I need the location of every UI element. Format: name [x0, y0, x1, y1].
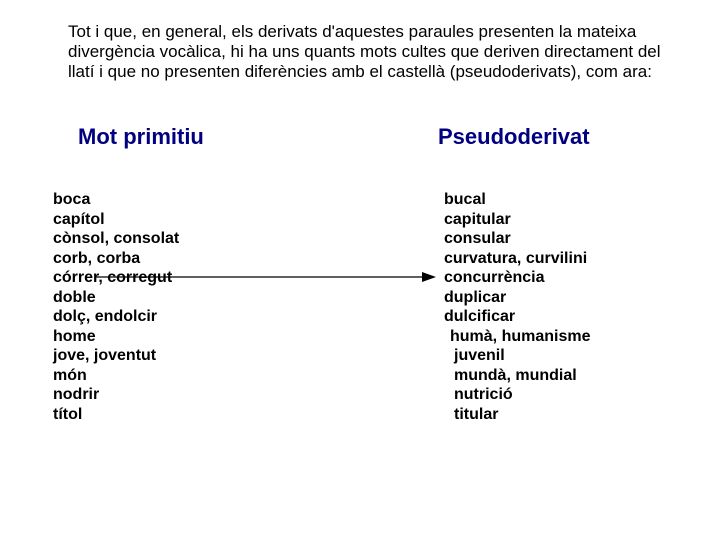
right-column: Pseudoderivat bucalcapitularconsularcurv… — [438, 124, 680, 424]
left-item: doble — [53, 288, 438, 308]
right-item: duplicar — [438, 288, 680, 308]
right-item: mundà, mundial — [438, 366, 680, 386]
left-item: home — [53, 327, 438, 347]
right-item: capitular — [438, 210, 680, 230]
left-item: jove, joventut — [53, 346, 438, 366]
right-item: humà, humanisme — [438, 327, 680, 347]
right-item: titular — [438, 405, 680, 425]
right-item: concurrència — [438, 268, 680, 288]
left-header: Mot primitiu — [78, 124, 438, 150]
right-item: bucal — [438, 190, 680, 210]
left-item: títol — [53, 405, 438, 425]
intro-paragraph: Tot i que, en general, els derivats d'aq… — [68, 22, 680, 82]
right-item: dulcificar — [438, 307, 680, 327]
right-item: curvatura, curvilini — [438, 249, 680, 269]
right-item: consular — [438, 229, 680, 249]
left-item: capítol — [53, 210, 438, 230]
left-item: cònsol, consolat — [53, 229, 438, 249]
right-item: nutrició — [438, 385, 680, 405]
arrow-icon — [96, 270, 436, 284]
left-item: boca — [53, 190, 438, 210]
left-item: corb, corba — [53, 249, 438, 269]
left-list: bocacapítolcònsol, consolatcorb, corbacó… — [53, 190, 438, 424]
page: Tot i que, en general, els derivats d'aq… — [0, 0, 720, 540]
left-item: dolç, endolcir — [53, 307, 438, 327]
right-item: juvenil — [438, 346, 680, 366]
left-item: nodrir — [53, 385, 438, 405]
left-item: món — [53, 366, 438, 386]
right-header: Pseudoderivat — [438, 124, 680, 150]
right-list: bucalcapitularconsularcurvatura, curvili… — [438, 190, 680, 424]
